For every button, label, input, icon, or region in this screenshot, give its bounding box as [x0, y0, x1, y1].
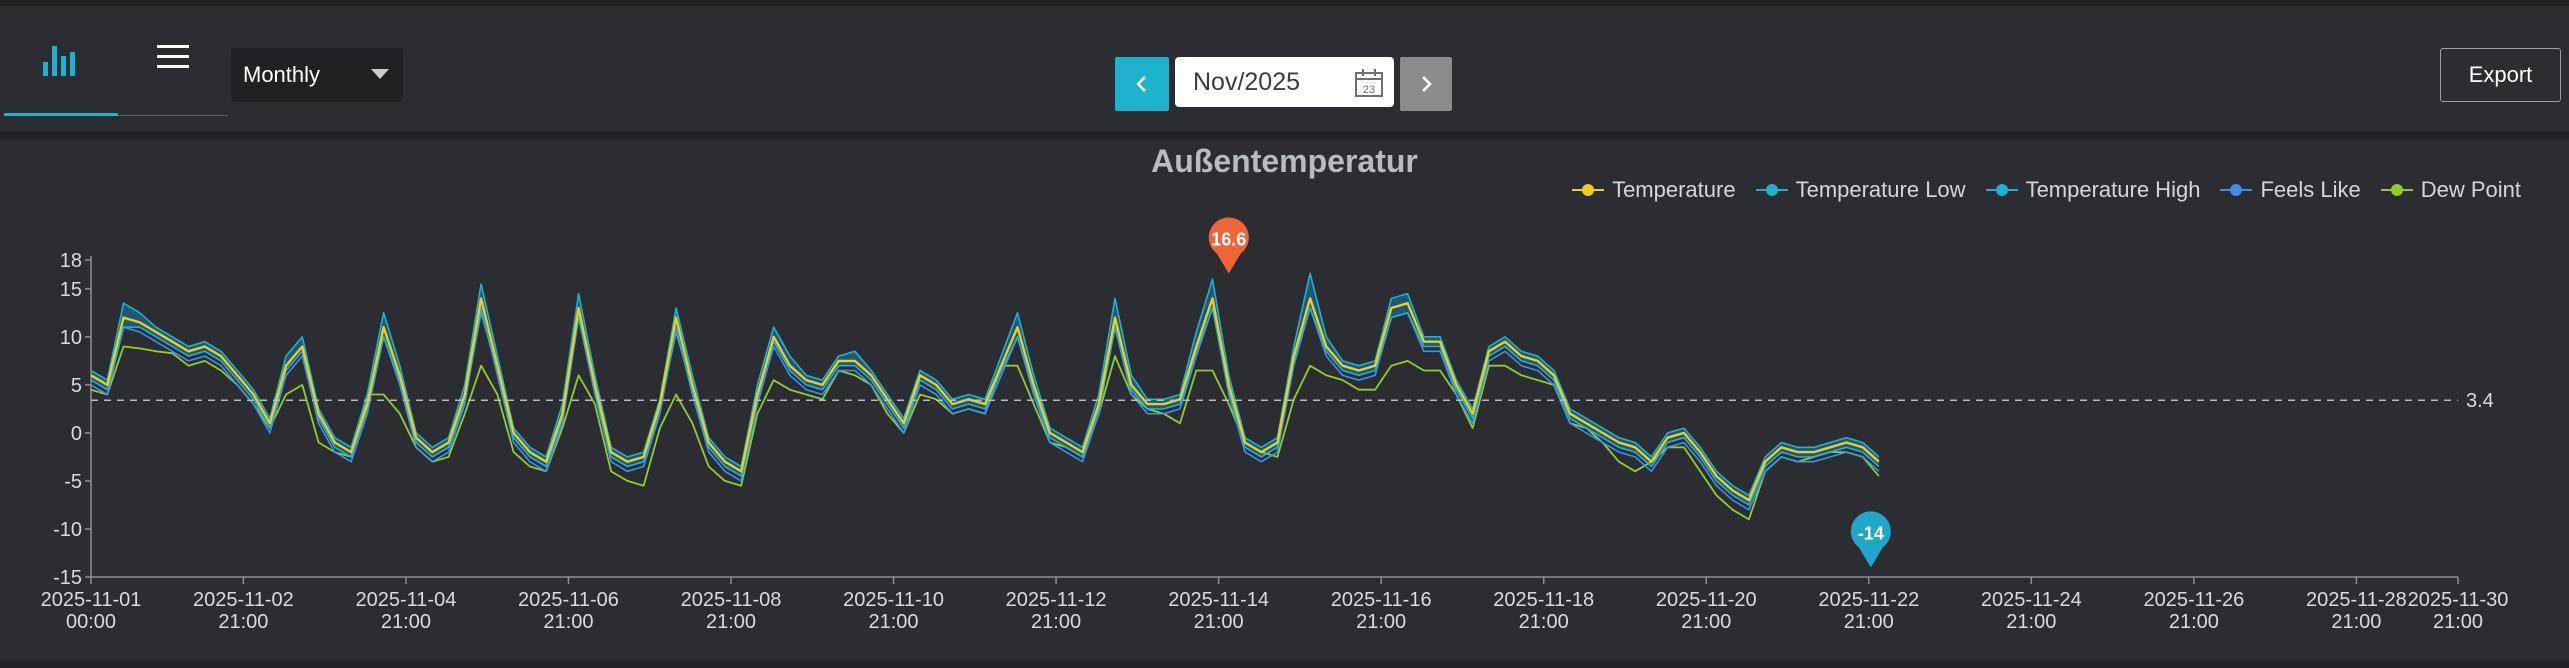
y-tick-label: 18 [60, 250, 82, 272]
x-tick-label: 2025-11-16 [1331, 589, 1432, 611]
x-tick-label: 2025-11-18 [1493, 589, 1594, 611]
x-tick-label: 21:00 [218, 611, 268, 633]
legend-label: Temperature Low [1795, 177, 1966, 202]
min-marker-label: -14 [1858, 523, 1884, 543]
x-tick-label: 2025-11-20 [1656, 589, 1757, 611]
legend-label: Temperature High [2025, 177, 2201, 202]
x-tick-label: 2025-11-26 [2143, 589, 2244, 611]
x-tick-label: 2025-11-28 [2306, 589, 2407, 611]
export-button[interactable]: Export [2440, 48, 2561, 102]
series-line-temperature-high [90, 272, 1880, 497]
y-tick-label: -5 [64, 471, 82, 493]
toolbar-separator [0, 131, 2569, 139]
x-tick-label: 2025-11-08 [681, 589, 782, 611]
legend-item-temperature[interactable]: Temperature [1572, 177, 1736, 203]
next-period-button[interactable] [1400, 57, 1452, 111]
y-tick-label: 5 [71, 375, 82, 397]
legend-symbol [1572, 183, 1605, 197]
x-tick-label: 2025-11-22 [1818, 589, 1919, 611]
x-tick-label: 21:00 [869, 611, 919, 633]
x-tick-label: 21:00 [543, 611, 593, 633]
bar-chart-icon [43, 46, 75, 76]
x-tick-label: 21:00 [1519, 611, 1569, 633]
temperature-range-band [91, 273, 1879, 505]
y-tick-label: 0 [71, 423, 82, 445]
average-line-label: 3.4 [2466, 390, 2494, 412]
x-tick-label: 21:00 [381, 611, 431, 633]
x-tick-label: 2025-11-30 [2408, 589, 2509, 611]
toolbar: Monthly Nov/2025 23 Export [0, 6, 2569, 131]
tab-chart-view[interactable] [4, 28, 118, 116]
calendar-icon[interactable]: 23 [1354, 68, 1384, 98]
legend-label: Temperature [1612, 177, 1736, 202]
x-tick-label: 21:00 [2169, 611, 2219, 633]
x-tick-label: 21:00 [2006, 611, 2056, 633]
period-select-value: Monthly [243, 62, 321, 87]
top-strip [0, 0, 2569, 6]
legend-symbol [1755, 183, 1788, 197]
x-tick-label: 2025-11-01 [41, 589, 142, 611]
x-tick-label: 2025-11-10 [843, 589, 944, 611]
x-tick-label: 21:00 [2433, 611, 2483, 633]
date-input[interactable]: Nov/2025 23 [1175, 57, 1394, 107]
y-tick-label: -15 [53, 567, 82, 589]
chevron-left-icon [1136, 76, 1146, 92]
series-line-temperature [90, 297, 1880, 502]
legend-label: Dew Point [2420, 177, 2521, 202]
x-tick-label: 2025-11-06 [518, 589, 619, 611]
period-select[interactable]: Monthly [231, 48, 403, 102]
x-tick-label: 2025-11-02 [193, 589, 294, 611]
x-tick-label: 21:00 [706, 611, 756, 633]
legend-item-dew-point[interactable]: Dew Point [2380, 177, 2521, 203]
x-tick-label: 2025-11-04 [356, 589, 457, 611]
x-tick-label: 21:00 [1356, 611, 1406, 633]
legend-item-temperature-high[interactable]: Temperature High [1985, 177, 2201, 203]
y-tick-label: -10 [53, 519, 82, 541]
x-tick-label: 21:00 [2331, 611, 2381, 633]
x-tick-label: 21:00 [1194, 611, 1244, 633]
y-tick-label: 10 [60, 327, 82, 349]
x-tick-label: 21:00 [1844, 611, 1894, 633]
y-tick-label: 15 [60, 279, 82, 301]
calendar-day: 23 [1363, 84, 1375, 96]
previous-period-button[interactable] [1115, 57, 1169, 111]
legend-label: Feels Like [2260, 177, 2361, 202]
x-tick-label: 2025-11-12 [1006, 589, 1107, 611]
min-marker-pin [1850, 511, 1891, 568]
legend-symbol [1985, 183, 2018, 197]
x-tick-label: 21:00 [1681, 611, 1731, 633]
series-line-temperature-low [90, 307, 1880, 506]
chevron-down-icon [371, 69, 389, 79]
x-tick-label: 2025-11-24 [1981, 589, 2082, 611]
legend-symbol [2220, 183, 2253, 197]
max-marker-pin [1208, 217, 1249, 274]
bottom-strip [0, 661, 2569, 668]
x-tick-label: 00:00 [66, 611, 116, 633]
tab-list-view[interactable] [118, 28, 228, 116]
legend-item-temperature-low[interactable]: Temperature Low [1755, 177, 1966, 203]
x-tick-label: 2025-11-14 [1168, 589, 1269, 611]
date-input-value: Nov/2025 [1193, 67, 1301, 96]
list-icon [157, 45, 189, 68]
max-marker-label: 16.6 [1211, 229, 1246, 249]
chevron-right-icon [1422, 76, 1432, 92]
chart-title: Außentemperatur [1151, 143, 1418, 179]
x-tick-label: 21:00 [1031, 611, 1081, 633]
legend-item-feels-like[interactable]: Feels Like [2220, 177, 2361, 203]
legend-symbol [2380, 183, 2413, 197]
chart-panel: 18 15 10 5 0 -5 -10 -15 2025-11-01 00:00 2025-11-0… [0, 139, 2569, 661]
chart-legend: Temperature Temperature Low Temperature … [1572, 177, 2521, 203]
